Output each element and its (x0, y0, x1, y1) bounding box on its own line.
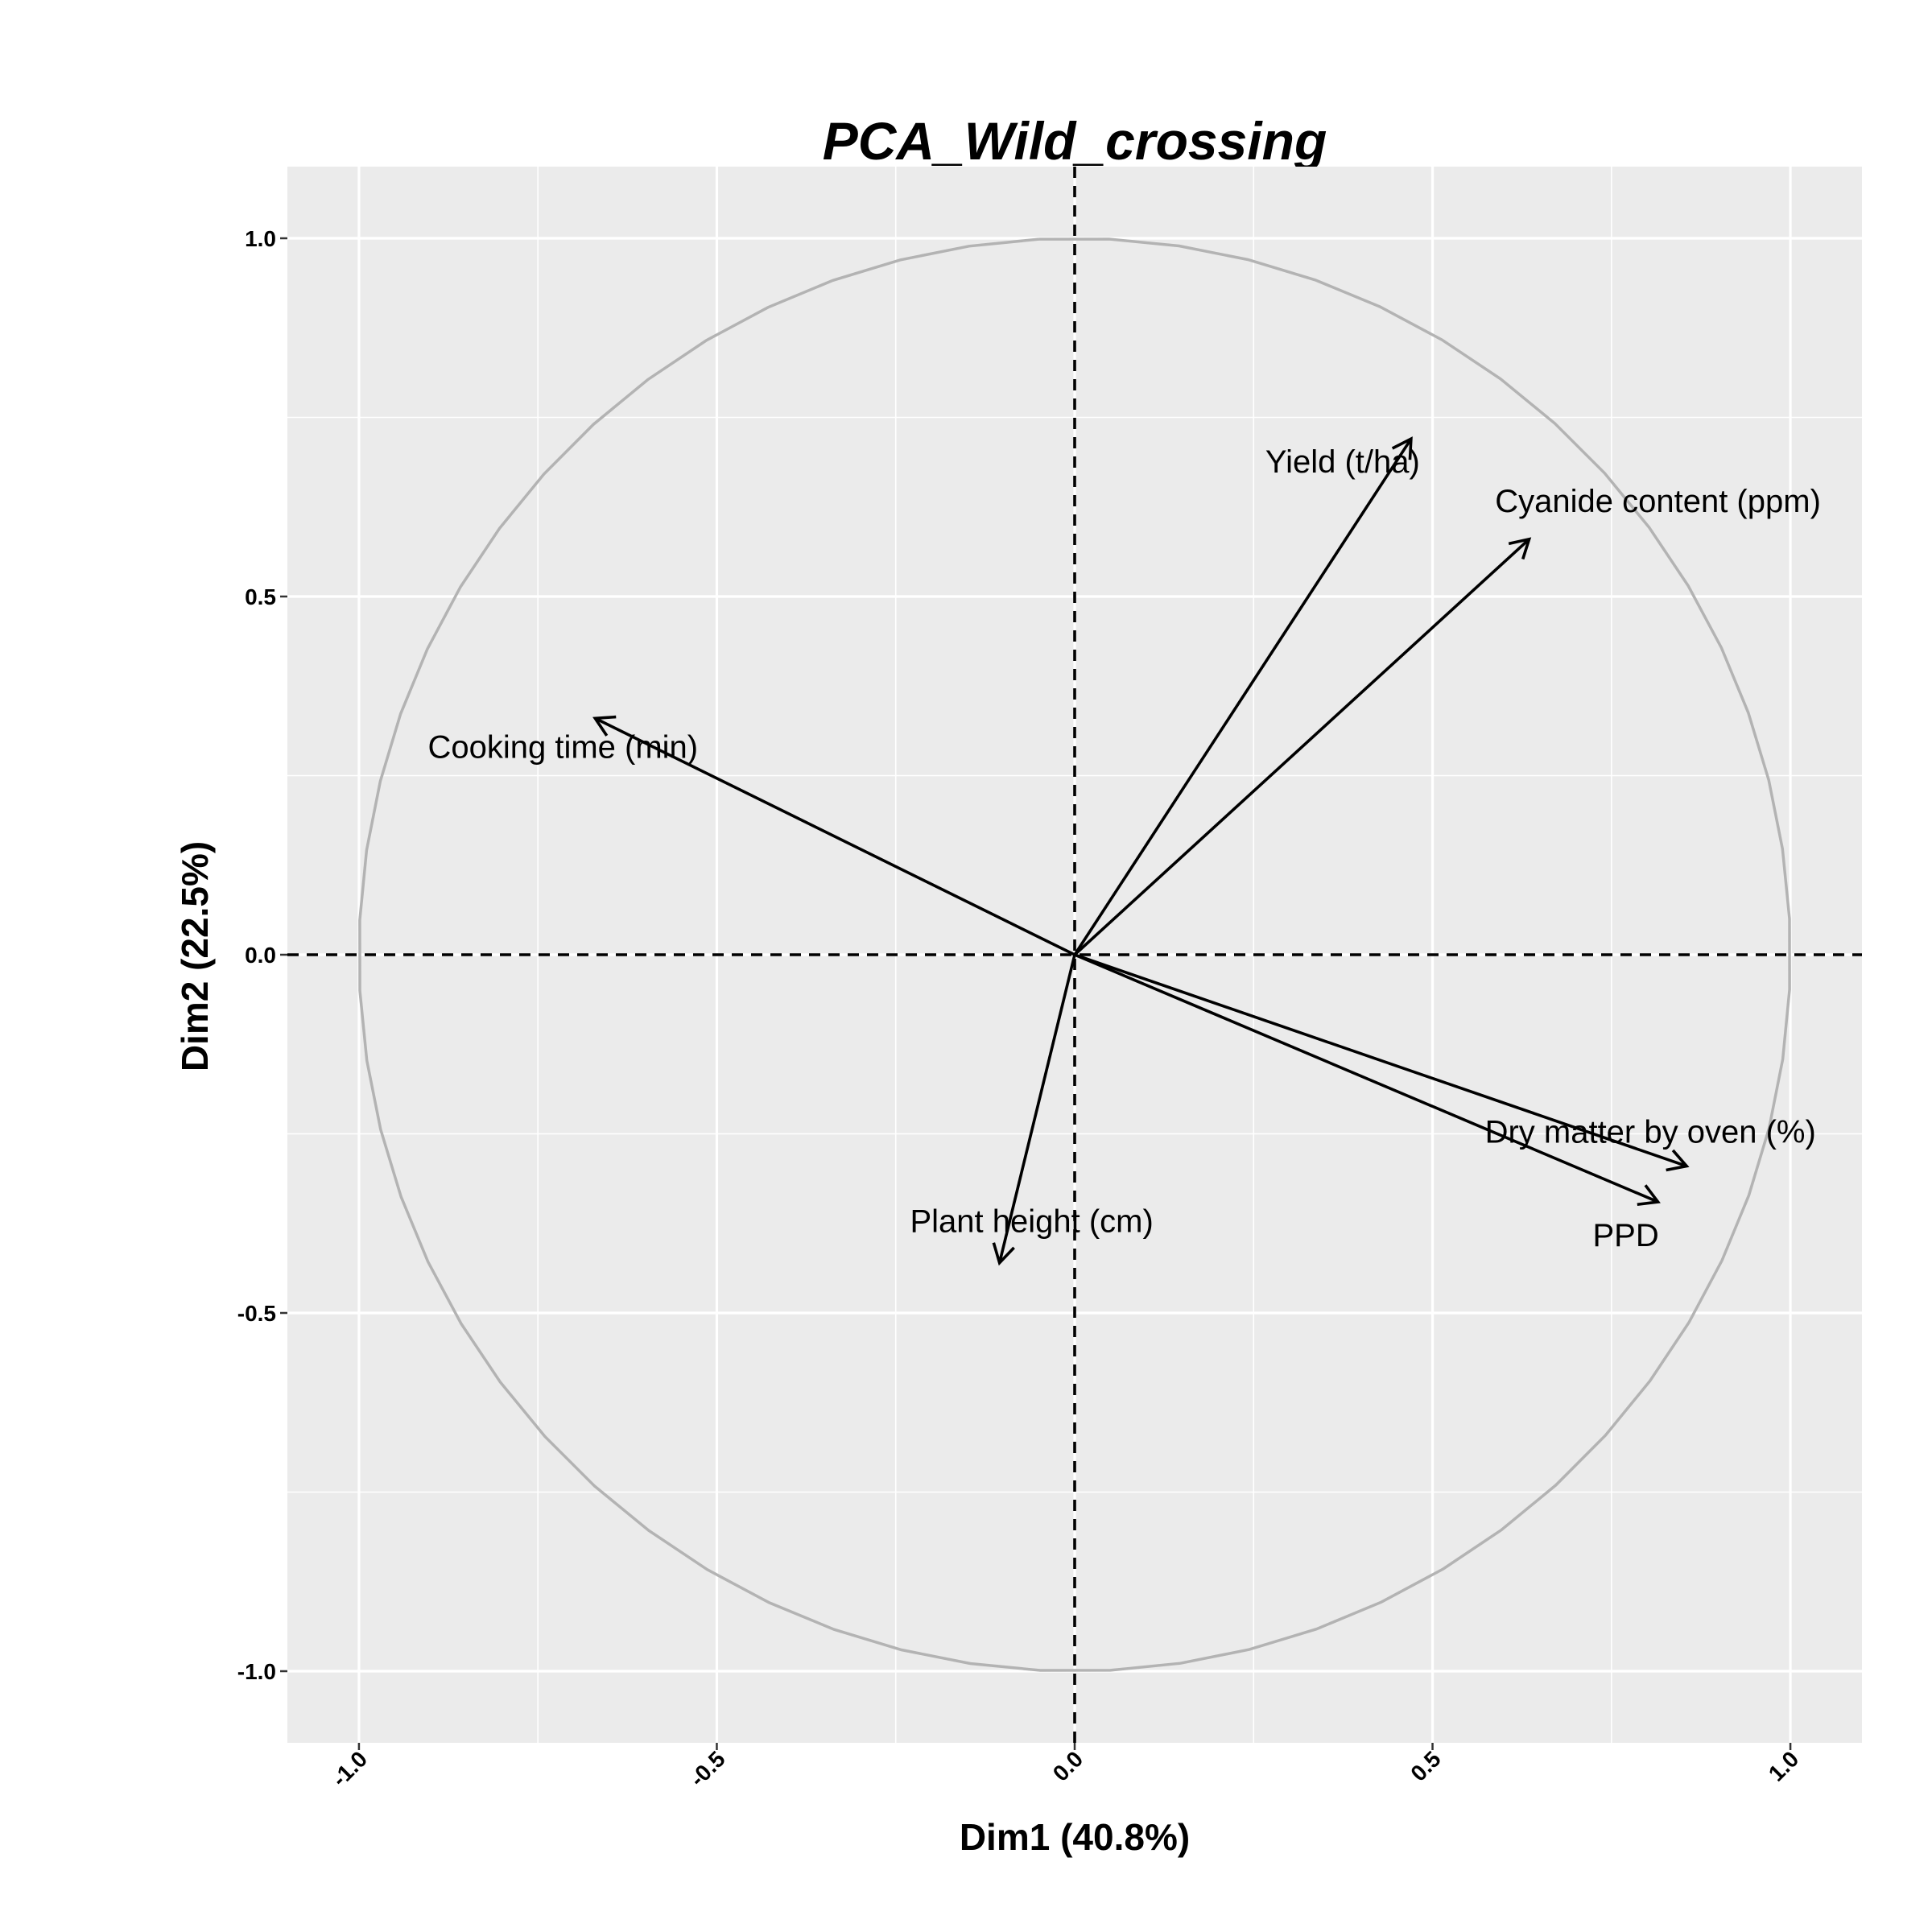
arrow-dry-matter-by-oven (1074, 953, 1687, 1168)
label-plant-height-cm: Plant height (cm) (910, 1204, 1153, 1240)
unit-circle (358, 237, 1791, 1672)
arrowhead-ppd (1637, 1184, 1661, 1207)
y-tick-label: 0.5 (245, 584, 276, 609)
y-tick-label: -1.0 (237, 1659, 276, 1684)
y-axis-title: Dim2 (22.5%) (174, 841, 216, 1071)
x-axis-title: Dim1 (40.8%) (960, 1816, 1190, 1858)
arrowhead-plant-height-cm (992, 1242, 1015, 1266)
arrow-yield-t-ha (1073, 438, 1413, 956)
arrow-plant-height-cm (997, 954, 1076, 1264)
label-cooking-time-min: Cooking time (min) (427, 729, 698, 765)
arrow-cyanide-content-ppm (1073, 538, 1530, 956)
label-ppd: PPD (1592, 1218, 1658, 1253)
variable-labels: Yield (t/ha) Cyanide content (ppm) Cooking… (427, 444, 1820, 1253)
arrow-cooking-time-min (594, 716, 1075, 956)
arrowhead-yield-t-ha (1391, 436, 1413, 460)
reference-lines (287, 167, 1862, 1743)
y-tick-label: 1.0 (245, 226, 276, 251)
chart-title: PCA_Wild_crossing (823, 111, 1327, 171)
label-yield-t-ha: Yield (t/ha) (1265, 444, 1420, 480)
arrowhead-cyanide-content-ppm (1508, 537, 1532, 560)
y-tick-label: 0.0 (245, 943, 276, 968)
arrowhead-dry-matter-by-oven (1666, 1149, 1690, 1172)
arrow-ppd (1074, 953, 1659, 1203)
y-tick-label: -0.5 (237, 1301, 276, 1326)
label-dry-matter-by-oven: Dry matter by oven (%) (1485, 1115, 1816, 1150)
variable-arrows (592, 436, 1690, 1266)
label-cyanide-content-ppm: Cyanide content (ppm) (1495, 484, 1821, 519)
y-axis-ticks: -1.0 -0.5 0.0 0.5 1.0 (237, 226, 287, 1684)
arrowhead-cooking-time-min (592, 715, 617, 737)
